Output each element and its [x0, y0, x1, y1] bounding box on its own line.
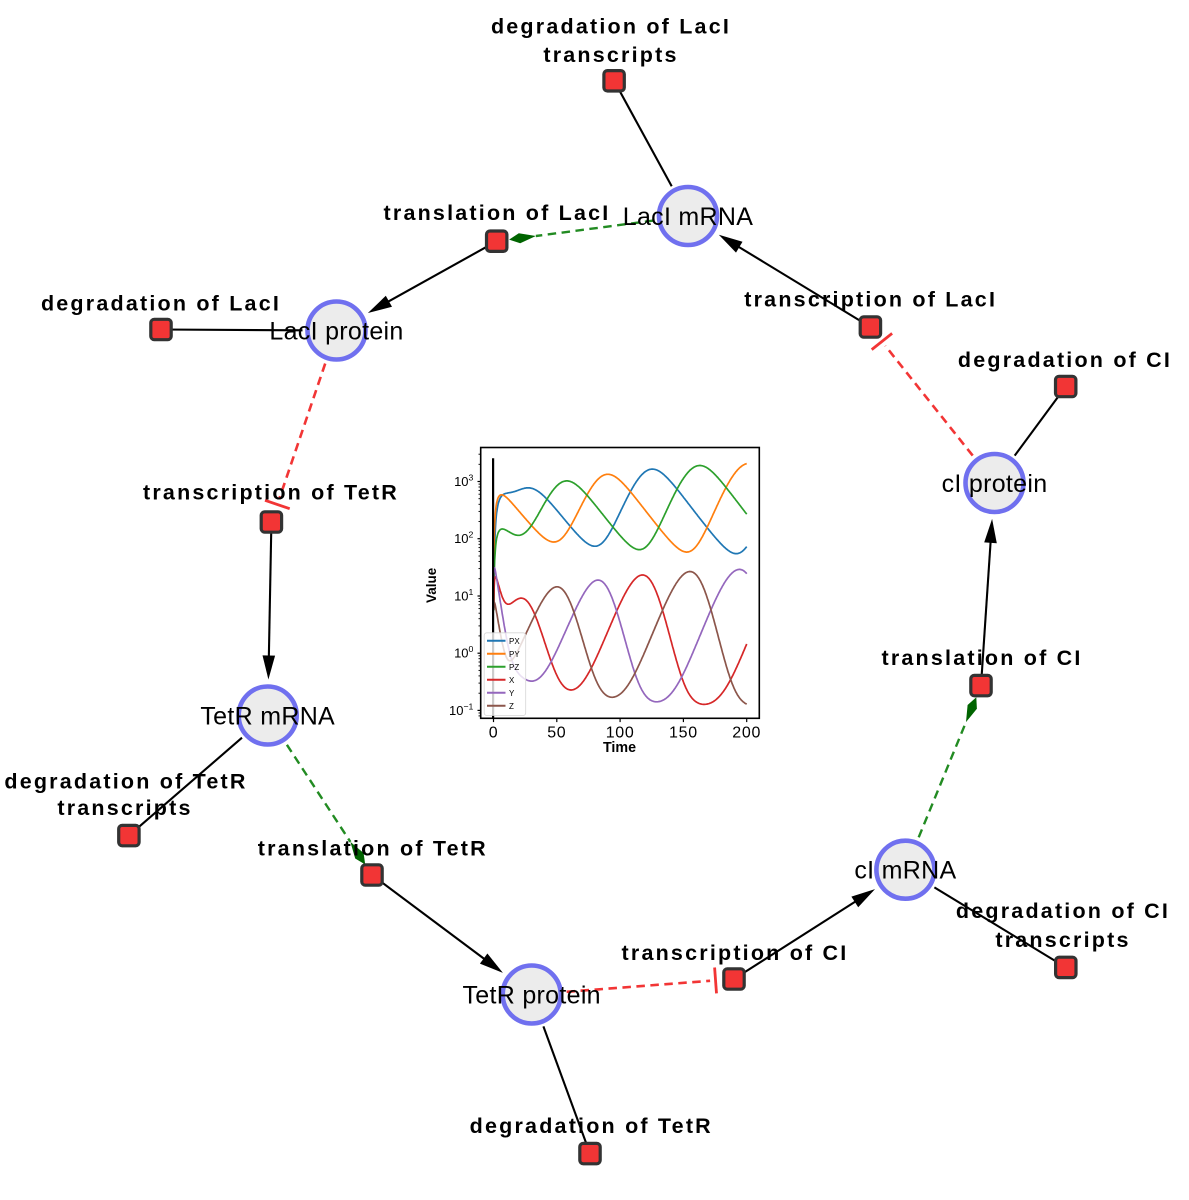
svg-text:translation of LacI: translation of LacI	[384, 201, 611, 225]
svg-text:TetR protein: TetR protein	[463, 981, 601, 1009]
svg-text:X: X	[509, 676, 515, 685]
svg-text:50: 50	[547, 725, 566, 742]
svg-text:Z: Z	[509, 702, 514, 711]
svg-text:PX: PX	[509, 637, 520, 646]
svg-text:transcription of LacI: transcription of LacI	[744, 288, 997, 312]
svg-text:LacI mRNA: LacI mRNA	[623, 203, 754, 231]
svg-text:degradation of CI: degradation of CI	[958, 348, 1172, 372]
svg-text:degradation of LacI: degradation of LacI	[491, 15, 731, 39]
svg-text:degradation of TetR: degradation of TetR	[470, 1114, 713, 1138]
svg-text:transcription of TetR: transcription of TetR	[143, 481, 399, 505]
svg-text:100: 100	[606, 725, 635, 742]
svg-text:150: 150	[669, 725, 698, 742]
svg-text:translation of TetR: translation of TetR	[258, 837, 488, 861]
svg-text:degradation of LacI: degradation of LacI	[41, 292, 281, 316]
svg-text:degradation of CI: degradation of CI	[956, 899, 1170, 923]
svg-text:LacI protein: LacI protein	[269, 317, 403, 345]
svg-text:0: 0	[489, 725, 499, 742]
svg-text:transcripts: transcripts	[57, 796, 192, 820]
svg-text:PZ: PZ	[509, 663, 519, 672]
svg-text:degradation of TetR: degradation of TetR	[4, 769, 247, 793]
svg-text:transcripts: transcripts	[995, 928, 1130, 952]
svg-text:Y: Y	[509, 689, 515, 698]
svg-text:TetR mRNA: TetR mRNA	[200, 702, 335, 730]
svg-text:PY: PY	[509, 650, 520, 659]
svg-text:transcription of CI: transcription of CI	[622, 941, 849, 965]
svg-text:cI protein: cI protein	[942, 470, 1048, 498]
svg-text:translation of CI: translation of CI	[881, 646, 1082, 670]
svg-text:transcripts: transcripts	[543, 43, 678, 67]
svg-text:200: 200	[732, 725, 761, 742]
svg-text:cI mRNA: cI mRNA	[854, 857, 956, 885]
svg-text:Time: Time	[603, 740, 636, 756]
svg-text:Value: Value	[424, 567, 439, 603]
